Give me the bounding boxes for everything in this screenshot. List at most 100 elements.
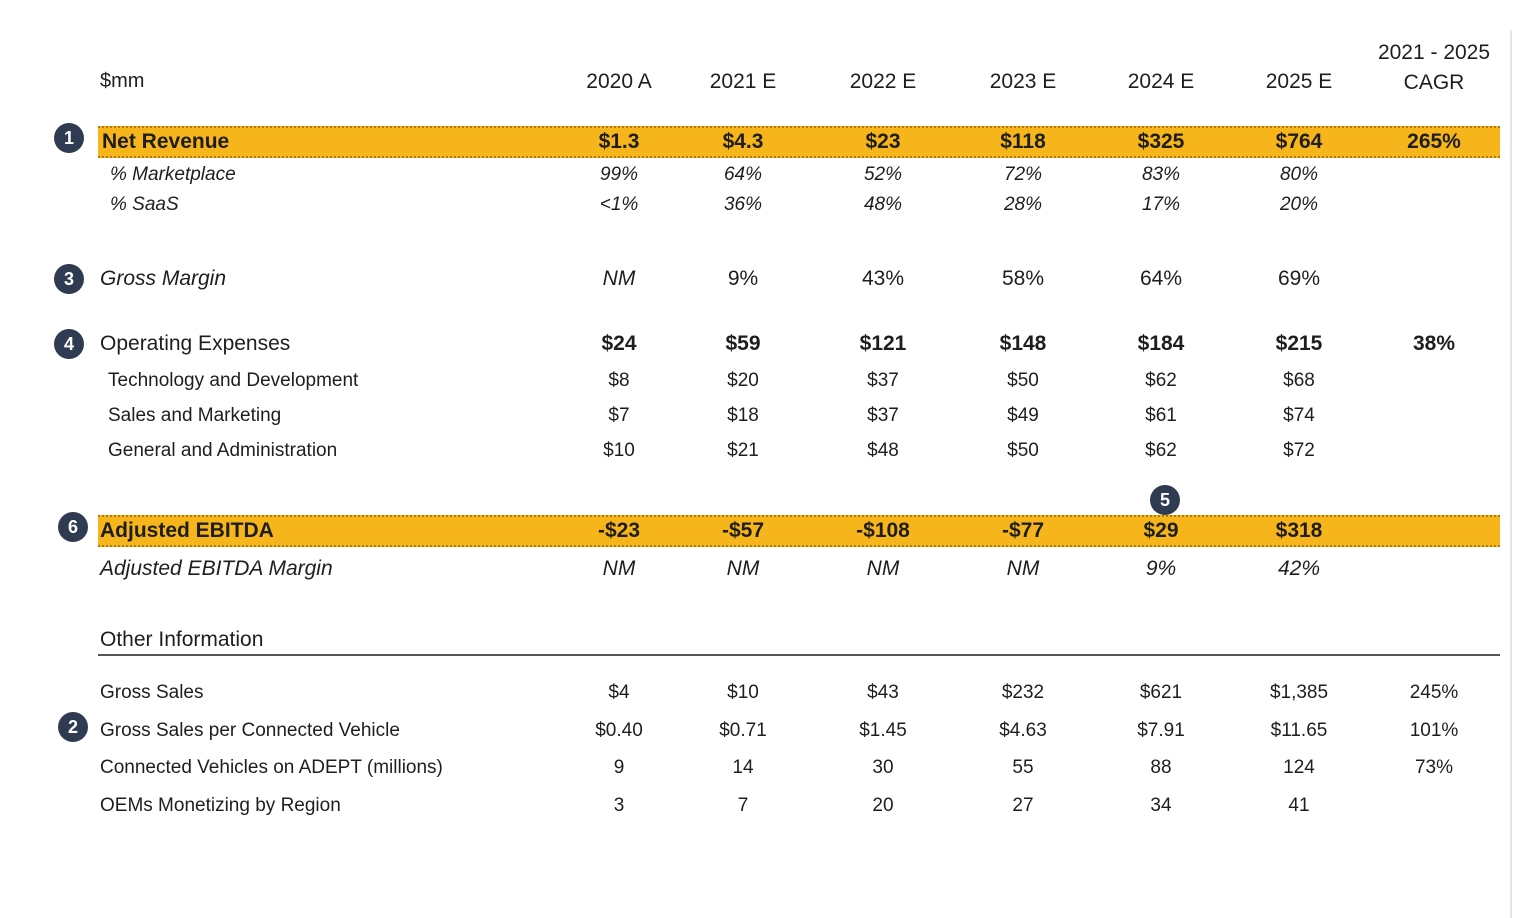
section-divider xyxy=(98,654,1500,656)
operating-expenses-cagr: 38% xyxy=(1412,332,1456,355)
tech-dev-2022: $37 xyxy=(867,370,899,391)
year-header-2022: 2022 E xyxy=(849,70,917,93)
unit-label: $mm xyxy=(100,70,145,92)
pct-saas-label: % SaaS xyxy=(110,194,179,215)
net-revenue-2024: $325 xyxy=(1137,130,1185,153)
oems-monetizing-2020: 3 xyxy=(613,795,625,816)
net-revenue-2023: $118 xyxy=(1000,130,1046,153)
oems-monetizing-2024: 34 xyxy=(1150,795,1172,816)
connected-vehicles-cagr: 73% xyxy=(1414,757,1454,778)
sales-marketing-2025: $74 xyxy=(1283,405,1315,426)
pct-saas-2025: 20% xyxy=(1279,194,1319,215)
net-revenue-label: Net Revenue xyxy=(102,130,230,153)
gross-sales-2024: $621 xyxy=(1139,682,1183,703)
gross-sales-2020: $4 xyxy=(608,682,630,703)
adjusted-ebitda-2020: -$23 xyxy=(597,519,641,542)
oems-monetizing-2023: 27 xyxy=(1012,795,1034,816)
adjusted-ebitda-margin-2025: 42% xyxy=(1277,557,1321,580)
connected-vehicles-2023: 55 xyxy=(1012,757,1034,778)
gross-sales-2022: $43 xyxy=(867,682,899,703)
tech-dev-2024: $62 xyxy=(1145,370,1177,391)
adjusted-ebitda-2021: -$57 xyxy=(721,519,765,542)
pct-saas-2022: 48% xyxy=(863,194,903,215)
adjusted-ebitda-highlight xyxy=(98,515,1500,547)
sales-marketing-2024: $61 xyxy=(1145,405,1177,426)
oems-monetizing-2025: 41 xyxy=(1288,795,1310,816)
operating-expenses-2021: $59 xyxy=(725,332,761,355)
connected-vehicles-label: Connected Vehicles on ADEPT (millions) xyxy=(100,757,443,778)
general-admin-label: General and Administration xyxy=(108,440,338,461)
tech-dev-2025: $68 xyxy=(1283,370,1315,391)
gross-sales-per-vehicle-2023: $4.63 xyxy=(999,720,1047,741)
gross-sales-per-vehicle-label: Gross Sales per Connected Vehicle xyxy=(100,720,400,741)
gross-sales-2021: $10 xyxy=(727,682,759,703)
year-header-2024: 2024 E xyxy=(1127,70,1195,93)
sales-marketing-2020: $7 xyxy=(608,405,630,426)
oems-monetizing-2022: 20 xyxy=(872,795,894,816)
gross-sales-per-vehicle-2025: $11.65 xyxy=(1270,720,1328,741)
marker-4-icon: 4 xyxy=(54,329,84,359)
gross-sales-per-vehicle-2021: $0.71 xyxy=(719,720,767,741)
operating-expenses-label: Operating Expenses xyxy=(100,332,291,355)
connected-vehicles-2020: 9 xyxy=(613,757,625,778)
gross-margin-2025: 69% xyxy=(1277,267,1321,290)
pct-marketplace-2021: 64% xyxy=(723,164,763,185)
net-revenue-2022: $23 xyxy=(865,130,901,153)
tech-dev-2023: $50 xyxy=(1007,370,1039,391)
adjusted-ebitda-margin-2023: NM xyxy=(1006,557,1040,580)
operating-expenses-2023: $148 xyxy=(999,332,1047,355)
gross-margin-2023: 58% xyxy=(1001,267,1045,290)
year-header-2020: 2020 A xyxy=(586,70,652,93)
pct-marketplace-2020: 99% xyxy=(599,164,639,185)
adjusted-ebitda-2023: -$77 xyxy=(1001,519,1045,542)
year-header-2025: 2025 E xyxy=(1265,70,1333,93)
sales-marketing-2022: $37 xyxy=(867,405,899,426)
pct-marketplace-2022: 52% xyxy=(863,164,903,185)
net-revenue-2025: $764 xyxy=(1275,130,1323,153)
operating-expenses-2022: $121 xyxy=(859,332,907,355)
operating-expenses-2025: $215 xyxy=(1275,332,1323,355)
pct-saas-2021: 36% xyxy=(723,194,763,215)
gross-margin-2024: 64% xyxy=(1139,267,1183,290)
adjusted-ebitda-label: Adjusted EBITDA xyxy=(100,519,274,542)
net-revenue-highlight xyxy=(98,126,1500,158)
gross-sales-per-vehicle-2024: $7.91 xyxy=(1137,720,1185,741)
adjusted-ebitda-margin-2022: NM xyxy=(866,557,900,580)
general-admin-2021: $21 xyxy=(727,440,759,461)
oems-monetizing-label: OEMs Monetizing by Region xyxy=(100,795,341,816)
adjusted-ebitda-margin-2021: NM xyxy=(726,557,760,580)
general-admin-2023: $50 xyxy=(1007,440,1039,461)
adjusted-ebitda-2022: -$108 xyxy=(856,519,910,542)
adjusted-ebitda-2024: $29 xyxy=(1143,519,1179,542)
gross-sales-per-vehicle-cagr: 101% xyxy=(1409,720,1459,741)
general-admin-2024: $62 xyxy=(1145,440,1177,461)
adjusted-ebitda-2025: $318 xyxy=(1275,519,1323,542)
sales-marketing-label: Sales and Marketing xyxy=(108,405,282,426)
tech-dev-2021: $20 xyxy=(727,370,759,391)
marker-1-icon: 1 xyxy=(54,123,84,153)
general-admin-2025: $72 xyxy=(1283,440,1315,461)
gross-sales-label: Gross Sales xyxy=(100,682,204,703)
connected-vehicles-2024: 88 xyxy=(1150,757,1172,778)
marker-5-icon: 5 xyxy=(1150,485,1180,515)
gross-margin-label: Gross Margin xyxy=(100,267,227,290)
connected-vehicles-2025: 124 xyxy=(1283,757,1315,778)
net-revenue-2020: $1.3 xyxy=(598,130,640,153)
operating-expenses-2024: $184 xyxy=(1137,332,1185,355)
sales-marketing-2021: $18 xyxy=(727,405,759,426)
pct-marketplace-2023: 72% xyxy=(1003,164,1043,185)
year-header-2021: 2021 E xyxy=(709,70,777,93)
cagr-header: 2021 - 2025 CAGR xyxy=(1359,38,1509,98)
gross-sales-2025: $1,385 xyxy=(1269,682,1329,703)
net-revenue-2021: $4.3 xyxy=(722,130,764,153)
gross-margin-2020: NM xyxy=(602,267,636,290)
pct-marketplace-2025: 80% xyxy=(1279,164,1319,185)
marker-3-icon: 3 xyxy=(54,264,84,294)
tech-dev-2020: $8 xyxy=(608,370,630,391)
oems-monetizing-2021: 7 xyxy=(737,795,749,816)
general-admin-2020: $10 xyxy=(603,440,635,461)
pct-saas-2020: <1% xyxy=(599,194,639,215)
year-header-2023: 2023 E xyxy=(989,70,1057,93)
gross-margin-2021: 9% xyxy=(727,267,759,290)
marker-6-icon: 6 xyxy=(58,512,88,542)
